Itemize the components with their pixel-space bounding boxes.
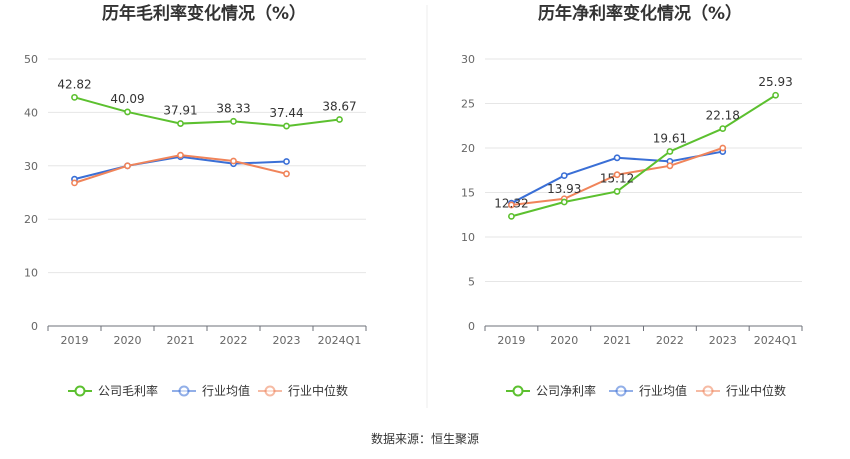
y-tick-label: 20 [24,213,38,226]
data-point [613,154,621,162]
data-point [613,188,621,195]
source-note: 数据来源：恒生聚源 [371,431,479,446]
legend-marker [264,385,276,397]
gross-margin-chart: 历年毛利率变化情况（%） 0 10 20 30 40 50 2019 2020 2021 2022 2… [24,3,367,398]
legend-label: 行业均值 [639,383,687,398]
legend-item[interactable]: 行业中位数 [696,383,786,398]
data-point [560,198,568,206]
data-label: 37.44 [269,106,303,120]
data-point [71,179,78,187]
data-label: 19.61 [653,131,687,145]
legend-marker [615,385,627,397]
data-label: 40.09 [110,92,144,106]
data-point [124,108,131,116]
legend-label: 行业中位数 [726,383,786,398]
y-tick-label: 50 [24,53,38,66]
chart-title: 历年净利率变化情况（%） [538,3,742,24]
data-point [177,151,184,159]
chart-title: 历年毛利率变化情况（%） [102,3,306,24]
legend-marker [178,385,190,397]
data-point [71,93,78,101]
legend-marker [702,385,714,397]
x-tick-label: 2023 [709,334,737,347]
data-point [230,157,237,165]
legend-item[interactable]: 行业中位数 [258,383,348,398]
data-label: 42.82 [57,77,91,91]
series-line [511,94,777,218]
x-tick-label: 2020 [114,334,142,347]
data-point [124,162,131,170]
data-label: 38.33 [216,101,250,115]
data-label: 37.91 [163,104,197,118]
legend-item[interactable]: 行业均值 [609,383,687,398]
x-tick-label: 2021 [167,334,195,347]
data-label: 15.12 [600,171,634,185]
y-tick-label: 30 [24,160,38,173]
legend-label: 行业均值 [202,383,250,398]
y-tick-label: 30 [461,53,475,66]
y-tick-label: 25 [461,98,475,111]
data-point [230,117,237,125]
legend-item[interactable]: 公司净利率 [506,383,596,398]
legend-label: 行业中位数 [288,383,348,398]
data-point [283,122,290,130]
data-label: 13.93 [547,182,581,196]
data-point [336,116,343,123]
y-tick-label: 40 [24,106,38,119]
y-tick-label: 0 [31,320,38,333]
data-point [719,144,727,152]
series-line [74,96,340,128]
data-point [560,172,568,179]
x-tick-label: 2022 [656,334,684,347]
data-point [613,171,621,179]
x-tick-label: 2019 [61,334,89,347]
data-label: 22.18 [706,109,740,123]
x-tick-label: 2022 [220,334,248,347]
data-label: 25.93 [758,75,792,89]
legend-label: 公司毛利率 [98,383,158,398]
y-tick-label: 20 [461,142,475,155]
y-tick-label: 5 [468,276,475,289]
data-point [772,91,779,99]
data-label: 38.67 [322,100,356,114]
data-point [719,125,727,132]
data-point [283,158,290,165]
net-margin-chart: 历年净利率变化情况（%） 0 5 10 15 20 25 30 2019 2020 2021 2022… [461,3,803,398]
y-tick-label: 15 [461,187,475,200]
data-point [508,212,515,220]
x-tick-label: 2023 [273,334,301,347]
y-tick-label: 10 [461,231,475,244]
data-point [177,120,184,127]
legend-marker [512,385,524,397]
data-point [283,170,290,178]
x-tick-label: 2020 [550,334,578,347]
x-tick-label: 2021 [603,334,631,347]
x-tick-label: 2019 [497,334,525,347]
data-point [666,162,674,170]
legend-marker [74,385,86,397]
x-tick-label: 2024Q1 [754,334,798,347]
data-point [666,148,674,155]
x-tick-label: 2024Q1 [318,334,362,347]
y-tick-label: 0 [468,320,475,333]
legend-item[interactable]: 行业均值 [172,383,250,398]
legend-item[interactable]: 公司毛利率 [68,383,158,398]
y-tick-label: 10 [24,267,38,280]
legend-label: 公司净利率 [536,383,596,398]
data-point [508,201,515,209]
data-label: 12.32 [494,196,528,210]
